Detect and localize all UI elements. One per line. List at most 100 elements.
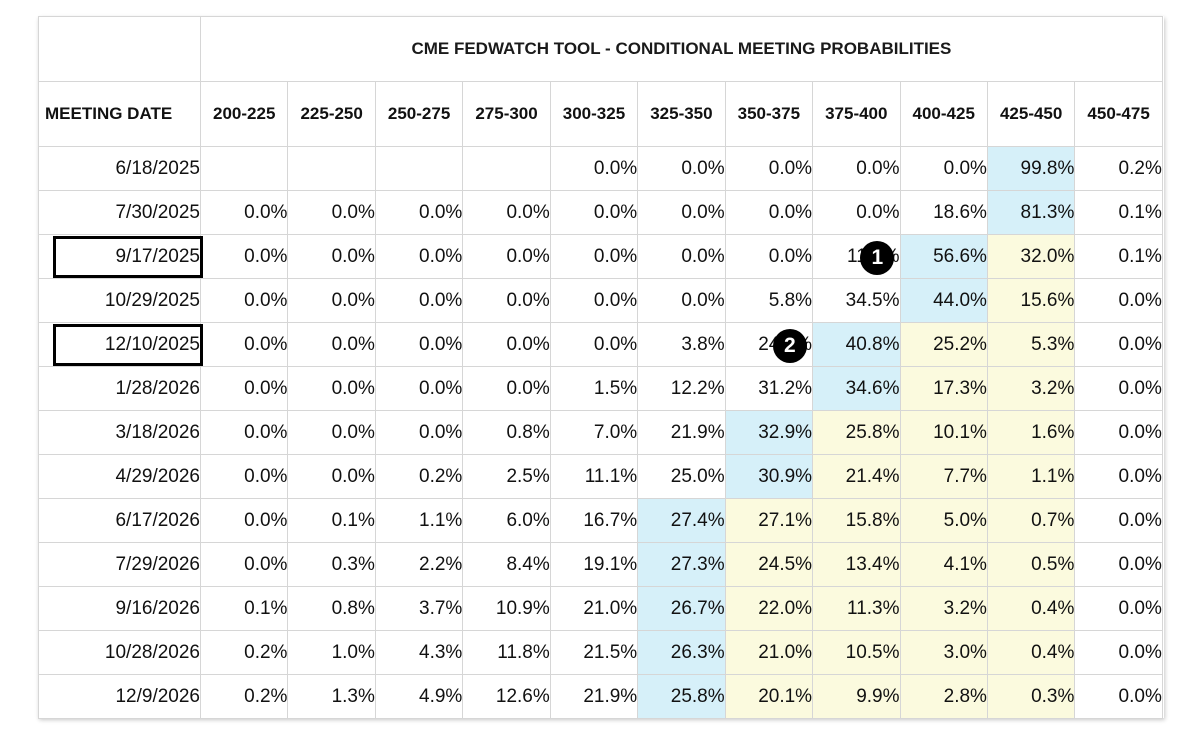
- meeting-date-cell: 1/28/2026: [38, 366, 201, 411]
- probability-cell: 0.5%: [986, 542, 1076, 587]
- probability-cell: 16.7%: [549, 498, 639, 543]
- probability-cell: 3.0%: [899, 630, 988, 675]
- rate-range-header-225-250: 225-250: [287, 81, 376, 147]
- probability-cell: 1.3%: [287, 674, 376, 719]
- table-title: CME FEDWATCH TOOL - CONDITIONAL MEETING …: [200, 16, 1163, 82]
- probability-cell: 3.7%: [374, 586, 464, 631]
- probability-cell: 2.5%: [462, 454, 551, 499]
- probability-cell: 0.0%: [637, 190, 726, 235]
- meeting-date-cell: 4/29/2026: [38, 454, 201, 499]
- probability-cell: 5.3%: [986, 322, 1076, 367]
- probability-cell: 21.0%: [724, 630, 814, 675]
- probability-cell: 0.0%: [1074, 278, 1163, 323]
- probability-cell: 0.0%: [374, 278, 464, 323]
- probability-cell: 27.4%: [637, 498, 726, 543]
- probability-cell: 0.0%: [199, 322, 289, 367]
- table-row: 7/30/2025 0.0% 0.0% 0.0% 0.0% 0.0% 0.0% 0.0% 0.0…: [38, 190, 1163, 235]
- probability-cell: 0.0%: [724, 190, 814, 235]
- probability-cell: 25.0%: [637, 454, 726, 499]
- table-row: 9/17/20250.0%0.0%0.0%0.0%0.0%0.0%0.0%11.…: [38, 234, 1163, 279]
- meeting-date-cell: 9/16/2026: [38, 586, 201, 631]
- probability-cell: 11.3%: [812, 586, 901, 631]
- rate-range-header-425-450: 425-450: [986, 81, 1076, 147]
- probability-cell: 0.0%: [287, 366, 376, 411]
- probability-cell: 0.1%: [287, 498, 376, 543]
- corner-cell: [38, 16, 201, 82]
- probability-cell: 0.0%: [287, 410, 376, 455]
- probability-cell: 34.5%: [812, 278, 901, 323]
- probability-cell: 25.8%: [637, 674, 726, 719]
- rate-range-header-275-300: 275-300: [462, 81, 551, 147]
- probability-cell: 0.0%: [287, 190, 376, 235]
- probability-cell: 0.0%: [812, 146, 901, 191]
- probability-cell: 30.9%: [724, 454, 814, 499]
- table-row: 6/18/2025 0.0% 0.0% 0.0% 0.0% 0.0% 99.8% 0.2%: [38, 146, 1163, 191]
- probability-cell: 21.4%: [812, 454, 901, 499]
- table-row: 12/9/2026 0.2% 1.3% 4.9% 12.6% 21.9% 25.8% 20.1…: [38, 674, 1163, 719]
- probability-cell: 0.4%: [986, 586, 1076, 631]
- probability-cell: 0.3%: [287, 542, 376, 587]
- probability-cell: 0.0%: [374, 190, 464, 235]
- probability-cell: 0.0%: [1074, 674, 1163, 719]
- table-row: 10/28/2026 0.2% 1.0% 4.3% 11.8% 21.5% 26.3% 21.…: [38, 630, 1163, 675]
- probability-cell: 0.0%: [1074, 498, 1163, 543]
- probability-cell: 0.8%: [287, 586, 376, 631]
- probability-cell: 2.2%: [374, 542, 464, 587]
- probability-cell: 0.0%: [549, 190, 639, 235]
- table-row: 10/29/2025 0.0% 0.0% 0.0% 0.0% 0.0% 0.0% 5.8% 34…: [38, 278, 1163, 323]
- probability-cell: [199, 146, 289, 191]
- probability-cell: 0.8%: [462, 410, 551, 455]
- probability-cell: 5.8%: [724, 278, 814, 323]
- probability-cell: 25.2%: [899, 322, 988, 367]
- probability-cell: 0.0%: [287, 278, 376, 323]
- probability-cell: 0.1%: [1074, 190, 1163, 235]
- rate-range-header-250-275: 250-275: [374, 81, 464, 147]
- probability-cell: 2.8%: [899, 674, 988, 719]
- probability-cell: 0.1%: [1074, 234, 1163, 279]
- probability-cell: 0.0%: [724, 234, 814, 279]
- probability-cell: 0.0%: [549, 278, 639, 323]
- probability-cell: 0.2%: [199, 630, 289, 675]
- probability-cell: 3.2%: [986, 366, 1076, 411]
- probability-cell: 0.0%: [374, 234, 464, 279]
- meeting-date-header: MEETING DATE: [38, 81, 201, 147]
- rate-range-header-325-350: 325-350: [637, 81, 726, 147]
- probability-cell: 0.0%: [637, 146, 726, 191]
- probability-cell: 0.0%: [812, 190, 901, 235]
- probability-cell: 17.3%: [899, 366, 988, 411]
- probability-cell: 26.7%: [637, 586, 726, 631]
- probability-cell: 27.3%: [637, 542, 726, 587]
- probability-cell: 0.0%: [199, 498, 289, 543]
- probability-cell: [462, 146, 551, 191]
- table-row: 4/29/2026 0.0% 0.0% 0.2% 2.5% 11.1% 25.0% 30.9%…: [38, 454, 1163, 499]
- table-row: 12/10/20250.0%0.0%0.0%0.0%0.0%3.8%24.9%4…: [38, 322, 1163, 367]
- probability-cell: 0.4%: [986, 630, 1076, 675]
- probability-cell: 11.1%: [549, 454, 639, 499]
- probability-cell: 4.1%: [899, 542, 988, 587]
- date-highlight-box: [52, 235, 203, 278]
- probability-cell: 4.3%: [374, 630, 464, 675]
- probability-cell: 32.9%: [724, 410, 814, 455]
- probability-cell: 0.0%: [462, 190, 551, 235]
- probability-cell: 0.0%: [199, 542, 289, 587]
- probability-cell: 21.0%: [549, 586, 639, 631]
- probability-cell: 26.3%: [637, 630, 726, 675]
- probability-cell: 0.0%: [462, 322, 551, 367]
- probability-cell: 3.8%: [637, 322, 726, 367]
- probability-cell: 9.9%: [812, 674, 901, 719]
- rate-range-header-450-475: 450-475: [1074, 81, 1163, 147]
- probability-cell: 25.8%: [812, 410, 901, 455]
- probability-cell: 32.0%: [986, 234, 1076, 279]
- probability-cell: 7.7%: [899, 454, 988, 499]
- meeting-date-cell: 3/18/2026: [38, 410, 201, 455]
- probability-cell: 31.2%: [724, 366, 814, 411]
- probability-cell: 0.1%: [199, 586, 289, 631]
- probability-cell: 0.0%: [199, 278, 289, 323]
- rate-range-header-350-375: 350-375: [724, 81, 814, 147]
- probability-cell: 22.0%: [724, 586, 814, 631]
- probability-cell: 0.0%: [462, 234, 551, 279]
- probability-cell: 40.8%: [812, 322, 901, 367]
- probability-cell: 0.0%: [287, 322, 376, 367]
- rate-range-header-300-325: 300-325: [549, 81, 639, 147]
- probability-table: CME FEDWATCH TOOL - CONDITIONAL MEETING …: [38, 16, 1163, 719]
